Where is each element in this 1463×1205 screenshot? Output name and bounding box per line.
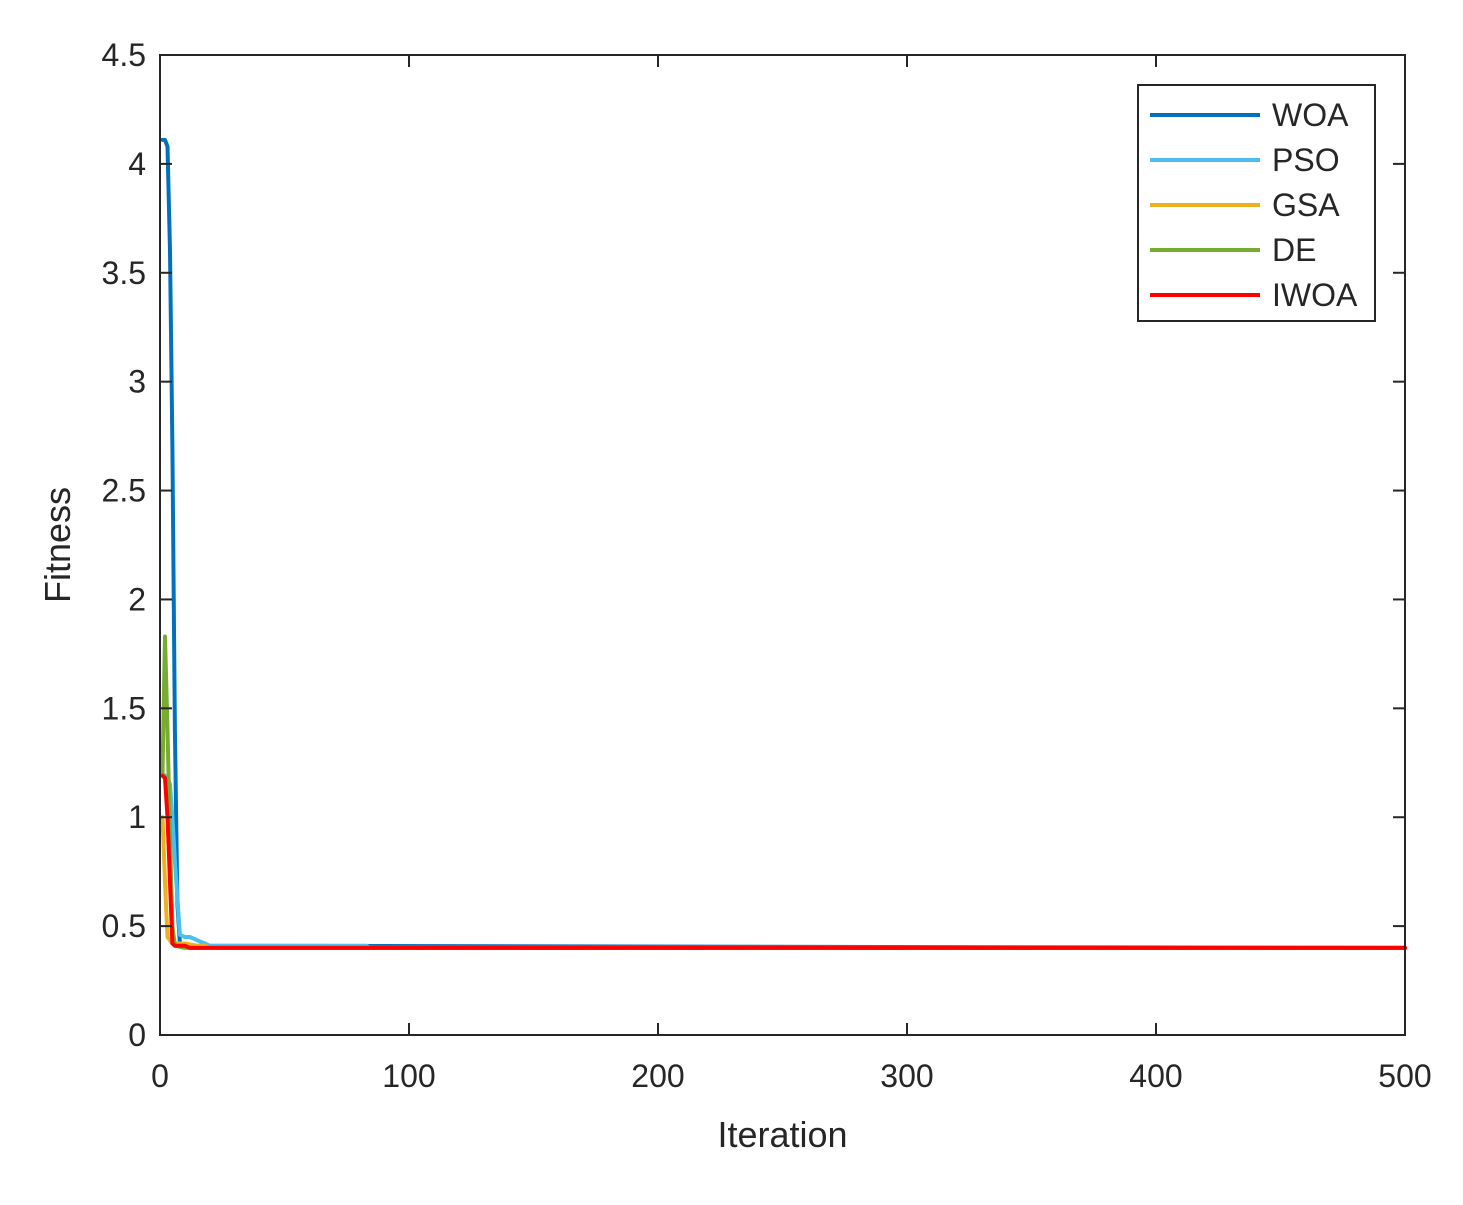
legend-label-iwoa: IWOA <box>1272 277 1358 313</box>
legend-label-de: DE <box>1272 232 1316 268</box>
x-tick-label: 0 <box>151 1058 169 1094</box>
x-tick-label: 400 <box>1129 1058 1182 1094</box>
x-tick-label: 500 <box>1378 1058 1431 1094</box>
x-tick-label: 200 <box>631 1058 684 1094</box>
x-axis-label: Iteration <box>717 1114 847 1155</box>
y-tick-label: 4 <box>128 146 146 182</box>
y-tick-label: 1.5 <box>102 690 146 726</box>
plot-area <box>160 137 1407 950</box>
y-tick-label: 4.5 <box>102 37 146 73</box>
y-tick-label: 1 <box>128 799 146 835</box>
legend: WOA PSO GSA DE IWOA <box>1137 84 1376 322</box>
legend-label-pso: PSO <box>1272 142 1340 178</box>
series-line-iwoa <box>160 773 1407 950</box>
tick-labels: 0 100 200 300 400 500 0 0.5 1 1.5 2 2.5 3 3.5 4 4.5 <box>102 37 1432 1094</box>
legend-label-gsa: GSA <box>1272 187 1340 223</box>
ticks <box>159 54 1406 1036</box>
y-tick-label: 0.5 <box>102 908 146 944</box>
x-tick-label: 300 <box>880 1058 933 1094</box>
y-tick-label: 2 <box>128 581 146 617</box>
legend-label-woa: WOA <box>1272 97 1349 133</box>
y-axis-label: Fitness <box>37 487 78 603</box>
y-tick-label: 3.5 <box>102 255 146 291</box>
y-tick-label: 3 <box>128 364 146 400</box>
y-tick-label: 0 <box>128 1017 146 1053</box>
x-tick-label: 100 <box>382 1058 435 1094</box>
y-tick-label: 2.5 <box>102 473 146 509</box>
axes-box <box>159 54 1406 1036</box>
